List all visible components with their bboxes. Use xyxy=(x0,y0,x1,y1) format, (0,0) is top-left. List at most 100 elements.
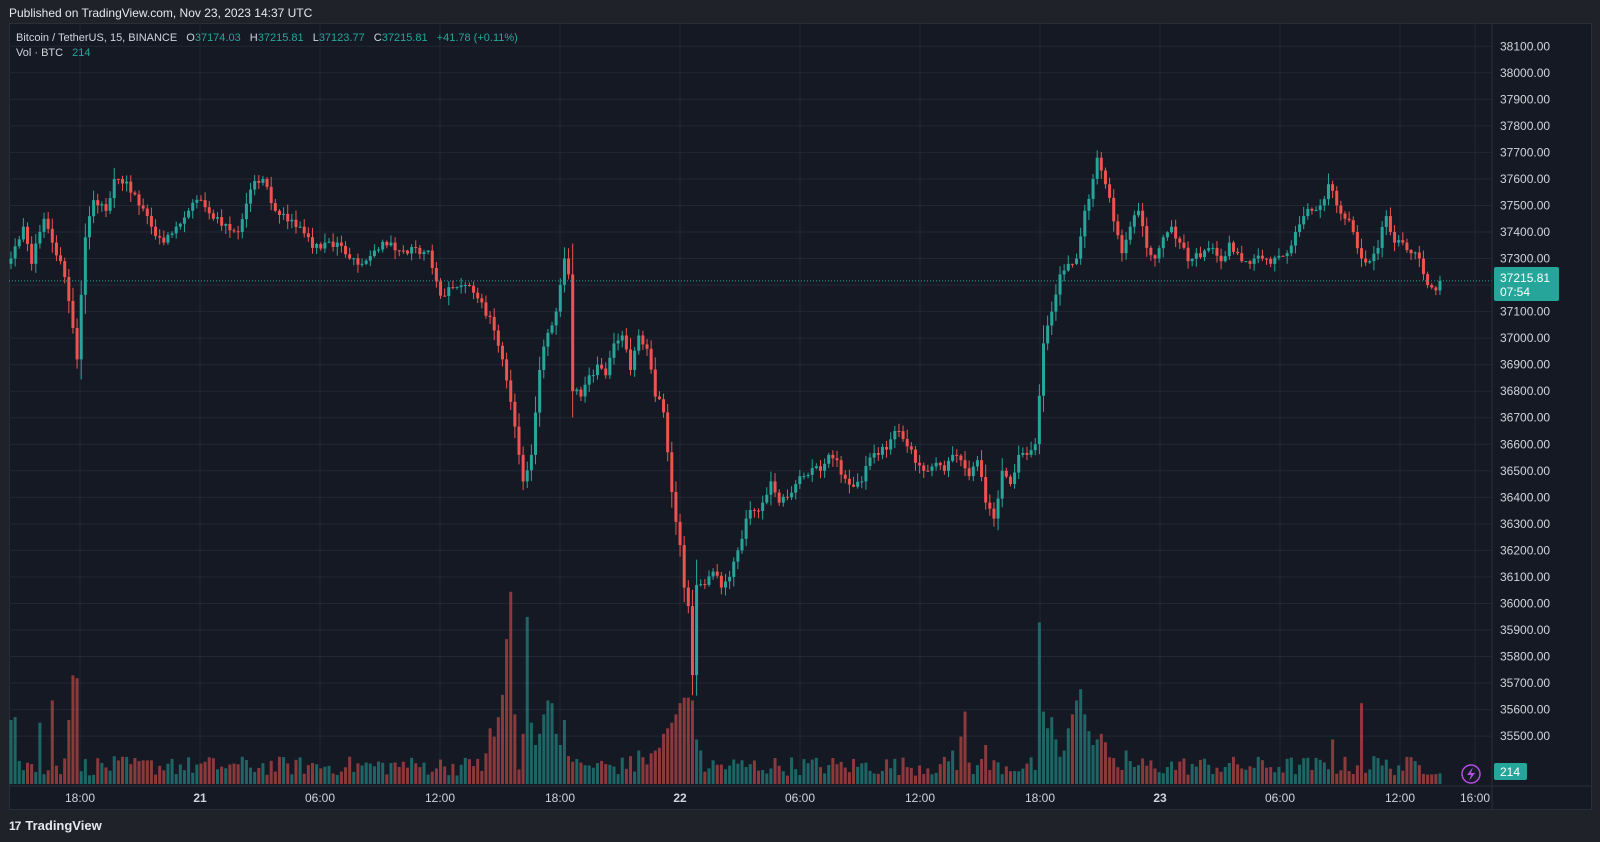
candle-body xyxy=(645,344,649,349)
candle-body xyxy=(352,258,356,260)
volume-bar xyxy=(567,756,571,784)
volume-bar xyxy=(587,765,591,784)
tradingview-logo[interactable]: 17 TradingView xyxy=(9,818,102,833)
time-tick-label: 12:00 xyxy=(425,791,455,805)
candle-body xyxy=(451,287,455,289)
price-axis[interactable]: 38100.00 38000.00 37900.00 37800.00 37700.00… xyxy=(1500,39,1550,743)
candle-body xyxy=(178,223,182,227)
volume-bar xyxy=(1347,771,1351,784)
candle-body xyxy=(690,606,694,676)
candle-body xyxy=(1004,470,1008,477)
candle-body xyxy=(827,454,831,464)
candle-body xyxy=(889,439,893,450)
candle-body xyxy=(34,243,38,264)
volume-bar xyxy=(472,766,476,784)
candle-body xyxy=(96,200,100,206)
open-label: O xyxy=(186,32,195,44)
candle-body xyxy=(1170,226,1174,233)
last-price-badge: 37215.81 07:54 xyxy=(1494,267,1559,301)
candle-body xyxy=(439,281,443,296)
candle-body xyxy=(397,250,401,252)
candle-body xyxy=(1215,247,1219,256)
volume-bar xyxy=(319,768,323,784)
volume-bar xyxy=(133,757,137,784)
volume-bar xyxy=(455,775,459,784)
volume-bar xyxy=(827,765,831,784)
volume-bar xyxy=(1372,756,1376,784)
volume-bar xyxy=(496,717,500,784)
price-tick-label: 36800.00 xyxy=(1500,384,1550,398)
candle-body xyxy=(839,460,843,475)
candle-body xyxy=(686,587,690,607)
candle-body xyxy=(166,234,170,243)
candle-body xyxy=(187,210,191,218)
candle-body xyxy=(806,474,810,477)
volume-bar xyxy=(703,771,707,784)
volume-bar xyxy=(459,764,463,784)
candle-body xyxy=(814,466,818,469)
volume-bar xyxy=(121,756,125,784)
time-axis[interactable]: 18:00 21 06:00 12:00 18:00 22 06:00 12:00 18:00 2… xyxy=(65,791,1490,805)
volume-bar xyxy=(1042,711,1045,784)
volume-bar xyxy=(1186,774,1190,784)
volume-bar xyxy=(575,758,579,784)
candle-body xyxy=(715,571,719,576)
candle-body xyxy=(633,350,637,370)
candle-body xyxy=(951,454,955,461)
candle-body xyxy=(1174,226,1178,239)
volume-bar xyxy=(87,775,91,784)
candle-body xyxy=(327,241,331,243)
volume-bar xyxy=(344,767,348,784)
candle-body xyxy=(1013,472,1017,485)
candle-body xyxy=(513,401,517,427)
candle-body xyxy=(211,213,215,219)
volume-bar xyxy=(1227,762,1231,784)
price-tick-label: 38000.00 xyxy=(1500,66,1550,80)
volume-bar xyxy=(418,767,422,784)
volume-bar xyxy=(174,774,178,784)
price-tick-label: 36200.00 xyxy=(1500,543,1550,557)
candle-body xyxy=(695,584,699,676)
lightning-icon[interactable] xyxy=(1461,764,1481,784)
volume-bar xyxy=(397,766,401,784)
price-tick-label: 35500.00 xyxy=(1500,729,1550,743)
candle-body xyxy=(125,181,129,184)
candle-body xyxy=(1207,248,1211,251)
candle-body xyxy=(426,250,430,252)
candle-body xyxy=(674,492,678,522)
volume-bar xyxy=(1132,766,1136,784)
volume-bar xyxy=(719,764,723,784)
volume-bar xyxy=(1380,765,1384,784)
candle-body xyxy=(17,239,21,247)
price-tick-label: 37400.00 xyxy=(1500,225,1550,239)
symbol-label[interactable]: Bitcoin / TetherUS, 15, BINANCE xyxy=(16,32,178,44)
candle-body xyxy=(546,332,550,347)
candle-body xyxy=(765,494,769,503)
volume-bar xyxy=(1223,766,1227,784)
volume-bar xyxy=(934,772,938,784)
candle-body xyxy=(802,476,806,478)
candle-body xyxy=(393,242,397,251)
close-value: 37215.81 xyxy=(381,32,428,44)
candle-body xyxy=(1145,226,1149,248)
time-tick-label: 21 xyxy=(193,791,207,805)
candle-body xyxy=(315,244,319,248)
volume-bar xyxy=(525,616,529,784)
price-tick-label: 36400.00 xyxy=(1500,490,1550,504)
candle-body xyxy=(137,194,141,206)
candle-body xyxy=(1302,216,1306,225)
volume-bar xyxy=(1405,756,1409,784)
volume-bar xyxy=(476,758,480,784)
candle-body xyxy=(1054,294,1058,312)
volume-bar xyxy=(310,763,314,784)
volume-bar xyxy=(339,771,343,784)
candle-body xyxy=(1409,249,1413,254)
candle-body xyxy=(1417,252,1421,259)
price-tick-label: 37600.00 xyxy=(1500,172,1550,186)
candle-body xyxy=(1438,280,1442,291)
candle-body xyxy=(761,502,765,511)
candle-body xyxy=(980,460,984,477)
volume-bar xyxy=(364,762,368,784)
volume-bar xyxy=(595,763,599,784)
